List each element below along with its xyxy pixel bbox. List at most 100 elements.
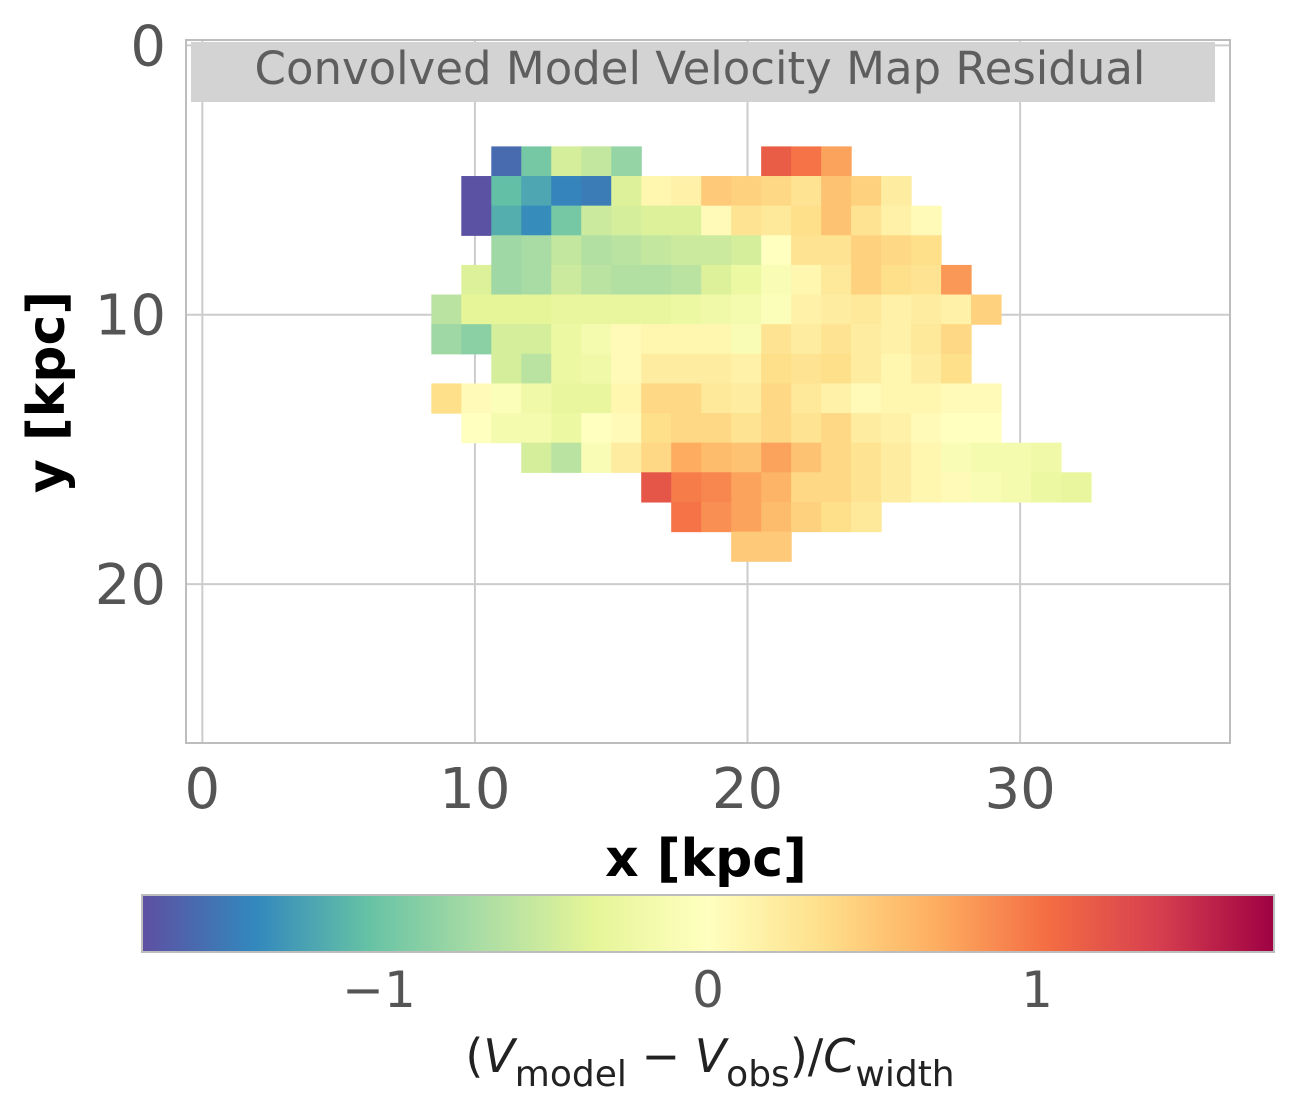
residual-pixel bbox=[821, 383, 852, 414]
residual-pixel bbox=[701, 353, 732, 385]
residual-pixel bbox=[521, 324, 552, 355]
residual-pixel bbox=[971, 472, 1002, 503]
residual-pixel bbox=[611, 442, 642, 473]
residual-pixel bbox=[821, 176, 852, 207]
residual-pixel bbox=[911, 235, 942, 266]
residual-pixel bbox=[881, 324, 912, 355]
residual-pixel bbox=[731, 442, 762, 473]
residual-pixel bbox=[881, 413, 912, 444]
residual-pixel bbox=[461, 324, 492, 355]
residual-pixel bbox=[491, 235, 522, 266]
residual-pixel bbox=[491, 383, 522, 414]
residual-pixel bbox=[761, 324, 792, 355]
residual-pixel bbox=[761, 472, 792, 503]
residual-pixel bbox=[821, 324, 852, 355]
residual-pixel bbox=[731, 176, 762, 207]
residual-pixel bbox=[521, 353, 552, 385]
residual-pixel bbox=[761, 413, 792, 444]
residual-pixel bbox=[851, 235, 882, 266]
residual-pixel bbox=[521, 383, 552, 414]
residual-pixel bbox=[701, 413, 732, 444]
residual-pixel bbox=[431, 324, 462, 355]
residual-pixel bbox=[551, 353, 582, 385]
residual-pixel bbox=[761, 442, 792, 473]
residual-pixel bbox=[881, 353, 912, 385]
residual-pixel bbox=[731, 205, 762, 236]
residual-pixel bbox=[521, 442, 552, 473]
colorbar-label-v-model: V bbox=[483, 1029, 518, 1083]
residual-pixel bbox=[791, 146, 822, 177]
colorbar-tick-labels: −1 0 1 bbox=[342, 961, 1053, 1019]
residual-pixel bbox=[611, 146, 642, 177]
residual-pixel bbox=[881, 472, 912, 503]
residual-pixel bbox=[941, 413, 972, 444]
residual-pixel bbox=[761, 235, 792, 266]
residual-pixel bbox=[671, 176, 702, 207]
residual-pixel bbox=[701, 472, 732, 503]
residual-pixel bbox=[731, 235, 762, 266]
y-tick-label: 0 bbox=[130, 14, 166, 79]
residual-pixel bbox=[941, 264, 972, 296]
x-tick-label: 20 bbox=[712, 757, 783, 822]
residual-pixel bbox=[461, 383, 492, 414]
residual-pixel bbox=[641, 472, 672, 503]
residual-pixel bbox=[791, 383, 822, 414]
residual-pixel bbox=[731, 383, 762, 414]
residual-pixel bbox=[641, 176, 672, 207]
residual-pixel bbox=[851, 264, 882, 296]
residual-pixel bbox=[461, 294, 492, 325]
residual-pixel bbox=[551, 413, 582, 444]
colorbar-label-divide: )/ bbox=[790, 1029, 824, 1083]
residual-pixel bbox=[581, 205, 612, 236]
residual-pixel bbox=[851, 442, 882, 473]
residual-pixel bbox=[731, 501, 762, 533]
residual-pixel bbox=[671, 324, 702, 355]
residual-pixel bbox=[761, 383, 792, 414]
residual-pixel bbox=[731, 324, 762, 355]
residual-pixel bbox=[971, 442, 1002, 473]
residual-pixel bbox=[791, 324, 822, 355]
residual-pixel-map bbox=[431, 146, 1092, 562]
colorbar-label-sub-model: model bbox=[515, 1054, 627, 1095]
residual-pixel bbox=[851, 383, 882, 414]
residual-pixel bbox=[491, 324, 522, 355]
residual-pixel bbox=[581, 146, 612, 177]
residual-pixel bbox=[461, 205, 492, 236]
residual-pixel bbox=[821, 294, 852, 325]
residual-pixel bbox=[791, 442, 822, 473]
residual-pixel bbox=[851, 176, 882, 207]
residual-pixel bbox=[551, 235, 582, 266]
residual-pixel bbox=[761, 531, 792, 562]
residual-pixel bbox=[611, 205, 642, 236]
colorbar-label-v-obs: V bbox=[695, 1029, 730, 1083]
residual-pixel bbox=[701, 442, 732, 473]
y-tick-label: 10 bbox=[95, 284, 166, 349]
residual-pixel bbox=[851, 501, 882, 533]
residual-pixel bbox=[971, 383, 1002, 414]
x-tick-labels: 0 10 20 30 bbox=[185, 757, 1056, 822]
residual-pixel bbox=[611, 176, 642, 207]
residual-pixel bbox=[671, 235, 702, 266]
plot-frame bbox=[185, 39, 1231, 744]
residual-pixel bbox=[791, 353, 822, 385]
residual-pixel bbox=[821, 205, 852, 236]
residual-pixel bbox=[551, 294, 582, 325]
residual-pixel bbox=[671, 442, 702, 473]
x-tick-label: 30 bbox=[984, 757, 1055, 822]
residual-pixel bbox=[821, 442, 852, 473]
residual-pixel bbox=[731, 353, 762, 385]
residual-pixel bbox=[881, 383, 912, 414]
title-background bbox=[191, 42, 1215, 102]
residual-pixel bbox=[791, 264, 822, 296]
residual-pixel bbox=[821, 413, 852, 444]
residual-pixel bbox=[551, 176, 582, 207]
residual-pixel bbox=[551, 146, 582, 177]
residual-pixel bbox=[911, 205, 942, 236]
residual-pixel bbox=[581, 176, 612, 207]
residual-pixel bbox=[611, 413, 642, 444]
residual-pixel bbox=[641, 442, 672, 473]
residual-pixel bbox=[881, 294, 912, 325]
residual-pixel bbox=[821, 501, 852, 533]
residual-pixel bbox=[791, 413, 822, 444]
